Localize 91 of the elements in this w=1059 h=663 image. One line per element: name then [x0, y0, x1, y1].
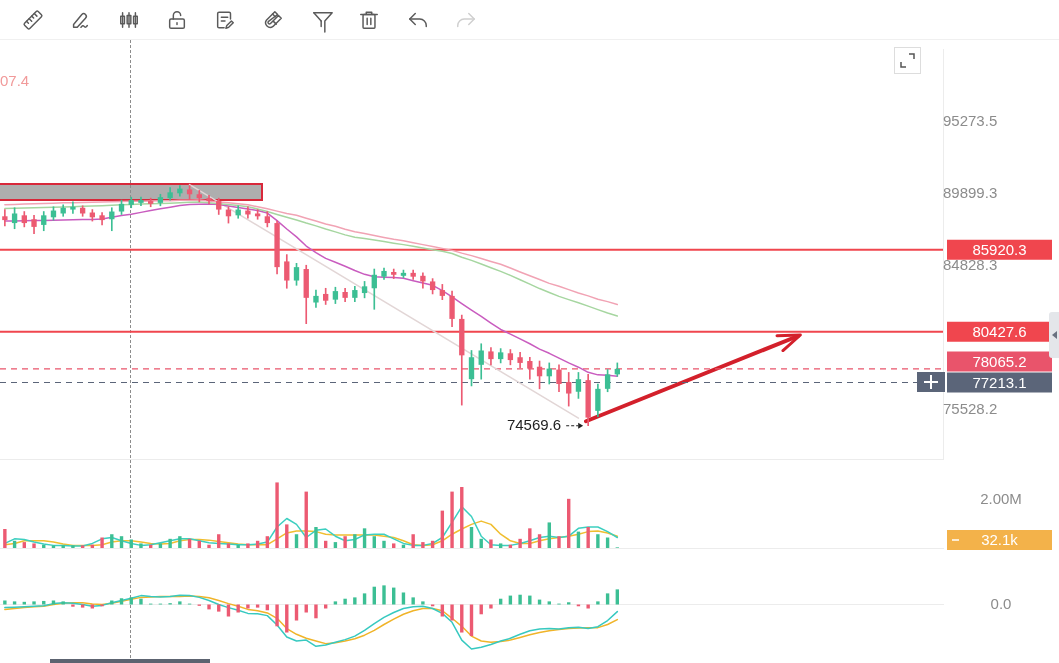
bar [460, 604, 464, 633]
bar [207, 604, 211, 610]
bar [236, 604, 240, 613]
bar [314, 604, 318, 619]
bar [265, 604, 270, 611]
bar [110, 600, 114, 605]
bar [246, 604, 250, 609]
bar [440, 604, 445, 617]
bar [61, 545, 65, 548]
bar [353, 534, 357, 548]
y-tick-label: 75528.2 [942, 400, 998, 418]
bar [32, 601, 36, 605]
text: 0.0 [990, 594, 1012, 612]
bar [450, 491, 454, 548]
bar [528, 528, 532, 548]
bar [596, 534, 600, 548]
bar [392, 543, 396, 548]
bar [586, 604, 590, 609]
bar [489, 539, 493, 548]
bar [3, 600, 7, 605]
bar [294, 604, 299, 621]
bar [518, 594, 522, 605]
bar [343, 536, 347, 548]
y-tick-label: 84828.3 [942, 255, 998, 273]
bar [421, 542, 425, 548]
bar [246, 543, 250, 548]
bar [168, 538, 172, 548]
ref-line-label: 85920.3 [972, 240, 1027, 258]
bar [353, 597, 357, 605]
bar [3, 528, 7, 548]
bar [226, 543, 231, 548]
bar [304, 604, 308, 613]
bar [71, 604, 75, 607]
bar [178, 601, 182, 605]
bar [469, 604, 474, 637]
bar [382, 540, 386, 548]
bar [343, 598, 347, 605]
bar [80, 545, 85, 548]
bar [372, 536, 376, 548]
bar [110, 534, 114, 548]
bar [178, 536, 182, 548]
bar [129, 539, 133, 548]
annotation: 74569.6 [506, 415, 562, 433]
bar [207, 544, 211, 548]
bar [100, 537, 104, 548]
bar [547, 522, 551, 548]
bar [139, 543, 143, 548]
bar [217, 604, 221, 612]
bar [421, 601, 425, 605]
bar [255, 604, 260, 608]
bar [80, 604, 85, 608]
bar [489, 604, 493, 609]
bar [586, 527, 590, 548]
y-tick-label: 95273.5 [942, 111, 998, 129]
bar [333, 542, 338, 548]
bar [323, 604, 328, 609]
bar [382, 585, 386, 605]
bar [362, 528, 367, 548]
bar [411, 534, 415, 548]
bar [450, 604, 454, 621]
text: 32.1k [981, 531, 1019, 549]
bar [479, 604, 483, 615]
bar [314, 527, 318, 548]
bar [275, 604, 279, 627]
bar [411, 597, 415, 605]
bar [285, 524, 289, 548]
ref-line-label: 80427.6 [972, 322, 1027, 340]
bar [265, 536, 270, 548]
bar [61, 601, 65, 605]
bar [71, 545, 75, 548]
bar [51, 545, 56, 548]
text: 2.00M [980, 490, 1022, 508]
bar [226, 604, 231, 617]
bar [557, 536, 561, 548]
bar [498, 543, 503, 548]
y-tick-label: 89899.3 [942, 183, 998, 201]
bar [518, 538, 522, 548]
bar [90, 604, 95, 609]
bar [119, 536, 124, 548]
bar [285, 604, 289, 633]
bar [139, 598, 143, 605]
ref-line-label: 78065.2 [972, 352, 1027, 370]
bar [528, 595, 532, 605]
bar [236, 544, 240, 548]
annotation: 07.4 [0, 72, 30, 90]
bar [158, 543, 163, 548]
bar [22, 542, 27, 548]
bar [32, 543, 36, 548]
bar [275, 482, 279, 548]
ref-line-label: 77213.1 [972, 373, 1027, 391]
bar [596, 601, 600, 605]
